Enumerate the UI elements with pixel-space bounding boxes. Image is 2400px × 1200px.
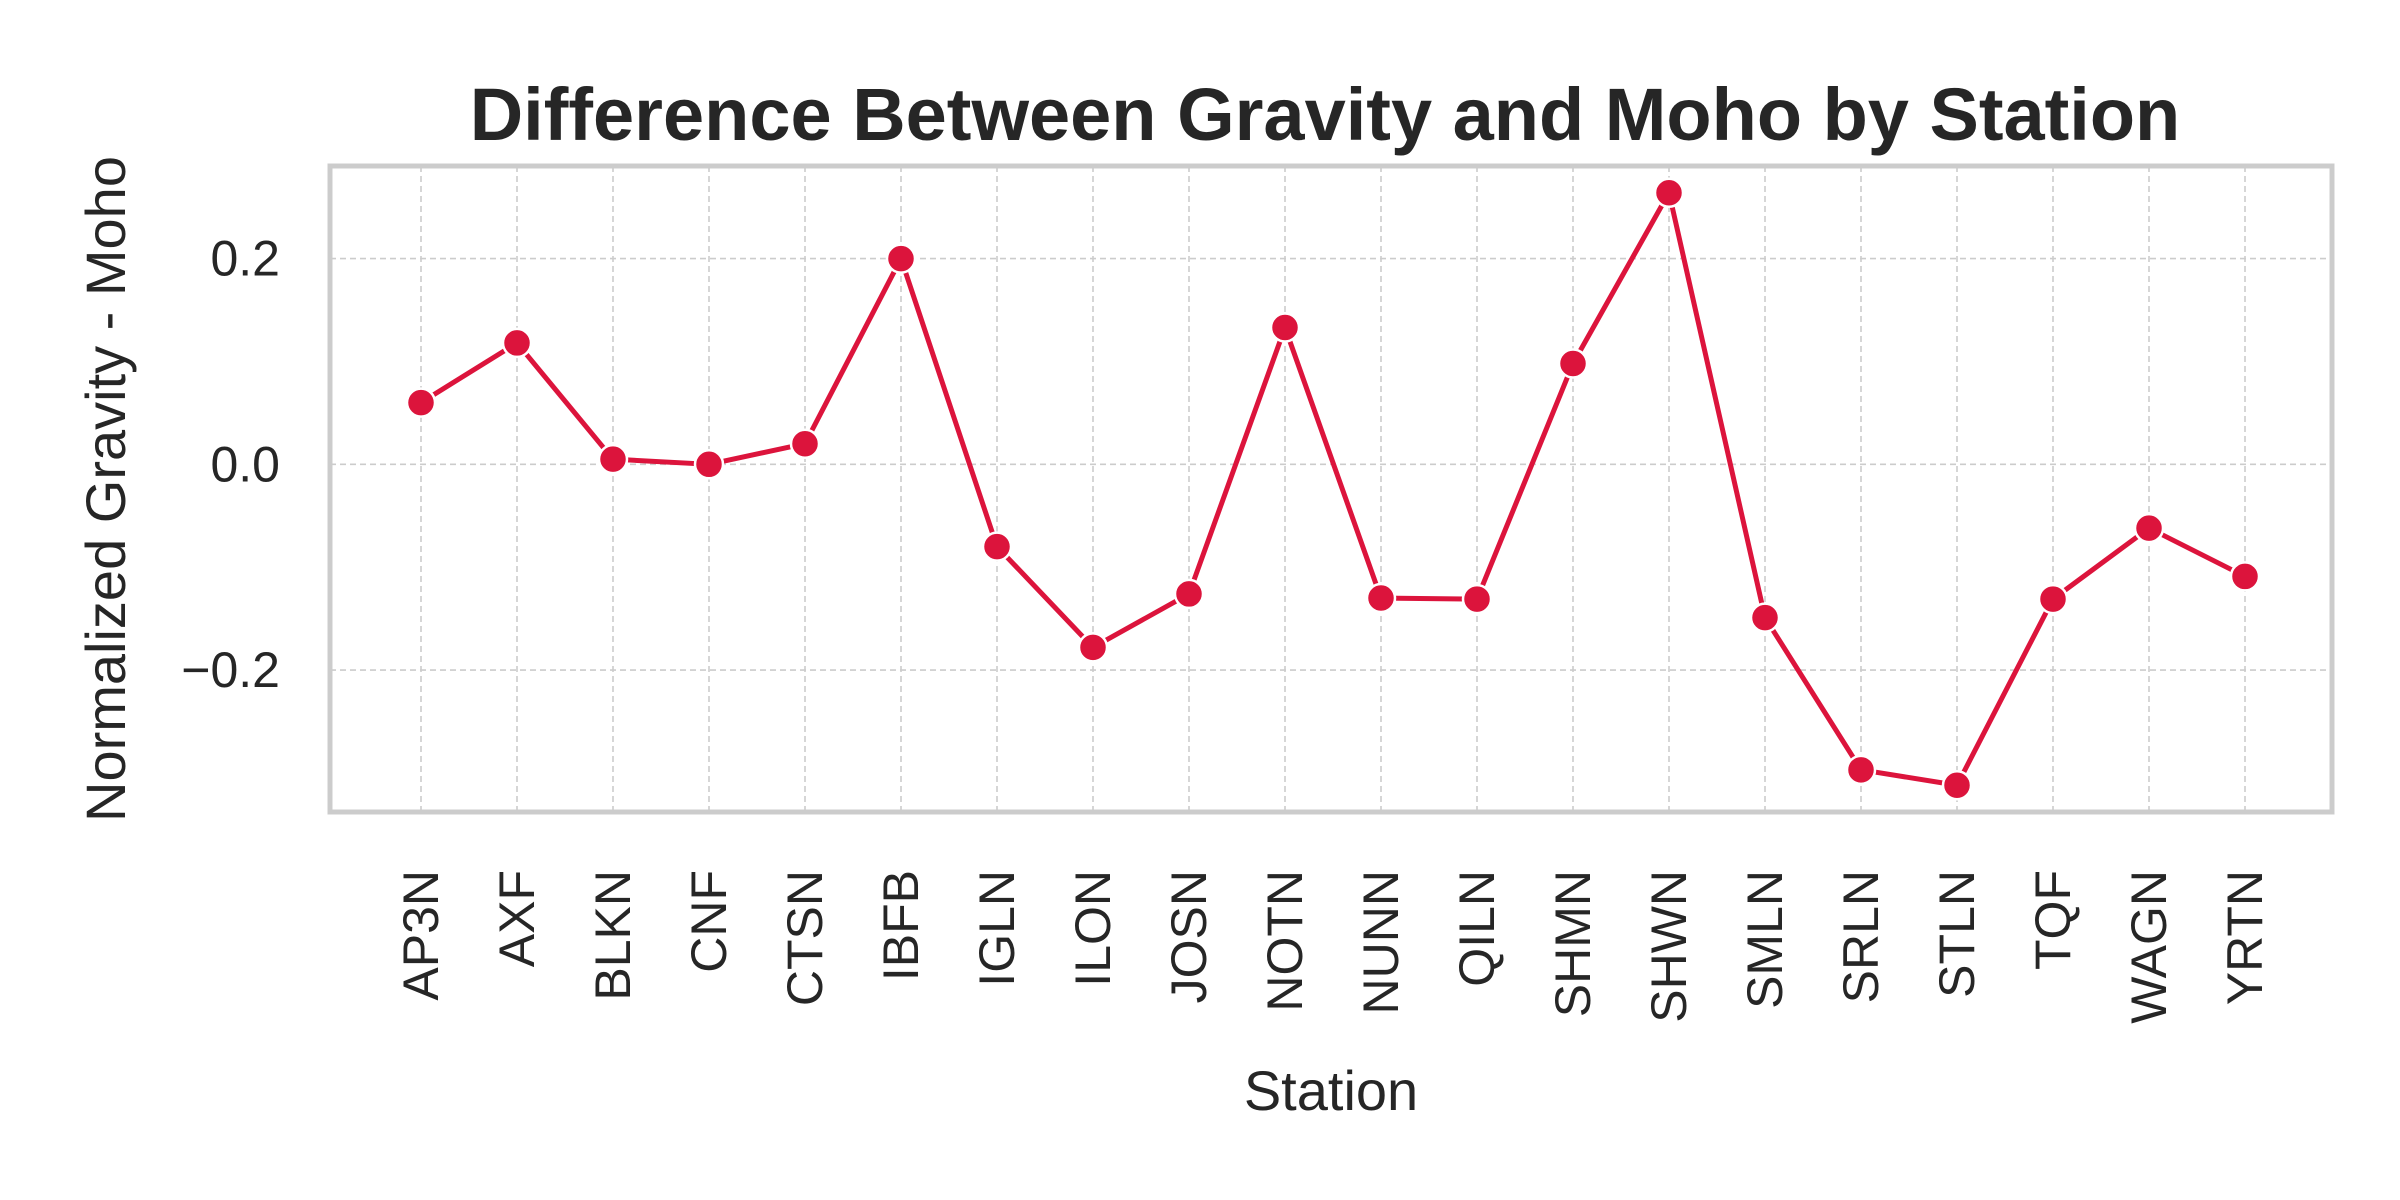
data-point (1653, 177, 1685, 208)
x-tick-label: AP3N (393, 870, 449, 1001)
data-point (1077, 632, 1109, 663)
series-markers (405, 177, 2261, 801)
series-line (419, 190, 2247, 788)
data-point (789, 428, 821, 459)
chart-title: Difference Between Gravity and Moho by S… (470, 73, 2181, 156)
grid (330, 166, 2332, 812)
x-tick-label: IBFB (873, 870, 929, 981)
x-tick-label: JOSN (1161, 870, 1217, 1003)
x-tick-label: AXF (489, 870, 545, 967)
data-point (2229, 561, 2261, 592)
x-tick-label: CNF (681, 870, 737, 973)
x-tick-label: SHWN (1641, 870, 1697, 1023)
data-point (981, 531, 1013, 562)
data-point (885, 243, 917, 274)
x-tick-label: STLN (1929, 870, 1985, 998)
x-tick-labels: AP3N AXF BLKN CNF CTSN IBFB IGLN ILON JOSN NOTN NU… (393, 870, 2273, 1024)
x-axis-label: Station (1244, 1059, 1418, 1122)
data-point (1173, 578, 1205, 610)
data-point (1269, 312, 1301, 343)
data-point (693, 449, 725, 480)
y-tick-labels: −0.2 0.0 0.2 (181, 231, 280, 698)
x-tick-label: NUNN (1353, 870, 1409, 1014)
x-tick-label: WAGN (2121, 870, 2177, 1024)
x-tick-label: QILN (1449, 870, 1505, 987)
data-point (597, 443, 629, 475)
x-tick-label: NOTN (1257, 870, 1313, 1012)
data-point (1749, 602, 1781, 633)
x-tick-label: SHMN (1545, 870, 1601, 1017)
y-tick-label: −0.2 (181, 642, 280, 698)
data-point (1941, 770, 1973, 801)
x-tick-label: ILON (1065, 870, 1121, 987)
data-point (501, 327, 533, 359)
data-point (1365, 582, 1397, 614)
plot-frame (327, 163, 2335, 815)
data-point (405, 387, 437, 418)
x-tick-label: SRLN (1833, 870, 1889, 1003)
y-tick-label: 0.0 (210, 436, 280, 492)
data-point (1557, 348, 1589, 379)
x-tick-label: IGLN (969, 870, 1025, 987)
x-tick-label: BLKN (585, 870, 641, 1001)
x-tick-label: CTSN (777, 870, 833, 1006)
x-tick-label: SMLN (1737, 870, 1793, 1009)
data-point (1845, 754, 1877, 786)
y-axis-label: Normalized Gravity - Moho (74, 156, 137, 822)
x-tick-label: TQF (2025, 870, 2081, 970)
data-point (2133, 512, 2165, 544)
x-tick-label: YRTN (2217, 870, 2273, 1005)
data-point (1461, 583, 1493, 615)
y-tick-label: 0.2 (210, 231, 280, 287)
data-point (2037, 583, 2069, 615)
